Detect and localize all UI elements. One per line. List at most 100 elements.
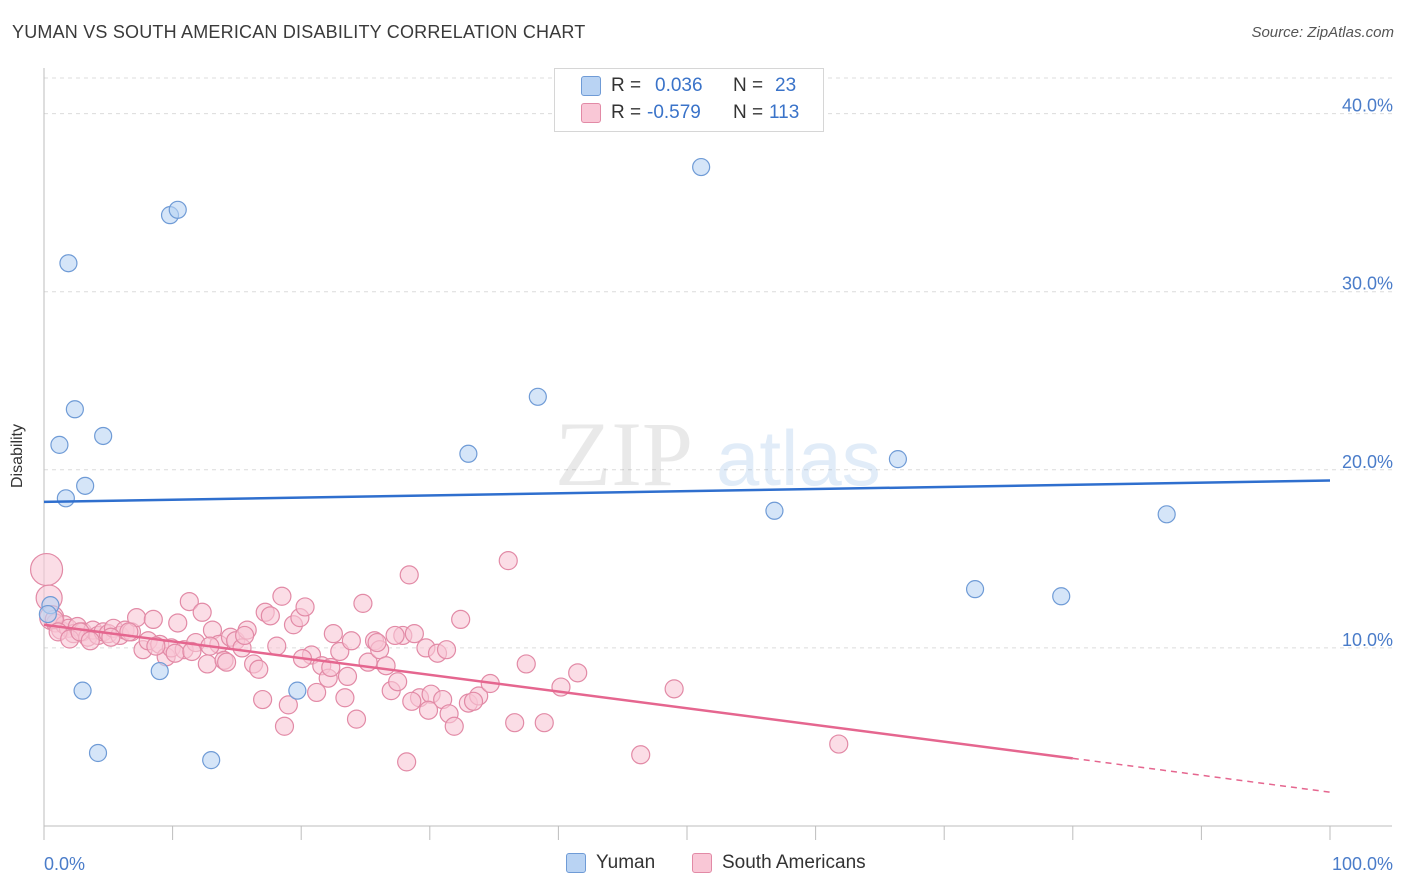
bottom-legend-swatch-south-americans	[692, 853, 712, 873]
y-tick-label: 20.0%	[1342, 452, 1393, 472]
south-americans-point	[165, 643, 185, 663]
bottom-legend-label: Yuman	[596, 852, 656, 873]
correlation-legend: R = 0.036 N = 23 R = -0.579 N = 113	[554, 68, 824, 132]
yuman-point	[765, 501, 784, 520]
legend-r-value: 0.036	[655, 75, 703, 96]
south-americans-point	[376, 656, 396, 676]
south-americans-trend-line	[43, 623, 1073, 760]
south-americans-point	[498, 551, 518, 571]
south-americans-point	[119, 622, 139, 642]
yuman-point	[88, 743, 108, 763]
south-americans-point	[182, 641, 202, 662]
south-americans-point	[404, 624, 424, 644]
south-americans-point	[568, 663, 588, 683]
trend-lines	[43, 479, 1331, 793]
south-americans-point	[307, 682, 327, 703]
yuman-point	[288, 681, 307, 700]
south-americans-point	[388, 672, 408, 692]
yuman-point	[50, 435, 69, 454]
south-americans-point	[337, 666, 358, 687]
yuman-point	[692, 157, 711, 177]
y-tick-label: 10.0%	[1342, 630, 1393, 650]
yuman-point	[76, 476, 95, 495]
yuman-point	[168, 200, 187, 219]
south-americans-point	[516, 654, 536, 674]
legend-r-label: R =	[611, 75, 642, 96]
south-americans-point	[253, 689, 273, 710]
watermark: ZIP atlas	[555, 403, 881, 505]
watermark-zip: ZIP	[555, 403, 693, 505]
south-americans-point	[29, 552, 64, 587]
yuman-point	[888, 450, 908, 469]
yuman-point	[73, 681, 92, 700]
legend-n-label: N =	[733, 102, 764, 123]
bottom-legend-label: South Americans	[722, 852, 866, 873]
south-americans-point	[274, 716, 295, 736]
tick-labels: 10.0% 20.0% 30.0% 40.0% 0.0% 100.0%	[44, 96, 1393, 874]
y-tick-label: 40.0%	[1342, 96, 1393, 116]
yuman-trend-line	[43, 479, 1331, 504]
south-americans-point	[451, 609, 471, 630]
south-americans-point	[397, 752, 417, 772]
south-americans-point	[402, 691, 422, 711]
x-tick-label: 0.0%	[44, 854, 85, 874]
south-americans-point	[260, 606, 280, 626]
yuman-point	[94, 426, 113, 446]
south-americans-point	[249, 659, 269, 679]
south-americans-point	[80, 631, 100, 651]
yuman-points	[38, 157, 1176, 770]
south-americans-point	[278, 695, 298, 715]
yuman-point	[59, 254, 78, 273]
south-americans-point	[534, 713, 554, 733]
south-americans-point	[399, 565, 419, 585]
yuman-point	[1052, 587, 1071, 606]
gridlines	[44, 77, 1392, 649]
y-tick-label: 30.0%	[1342, 274, 1393, 294]
south-americans-point	[418, 700, 439, 720]
bottom-legend-swatch-yuman	[566, 853, 586, 873]
yuman-point	[459, 444, 478, 463]
axes	[43, 68, 1392, 840]
south-americans-point	[197, 654, 217, 674]
yuman-point	[65, 400, 84, 419]
legend-row-yuman: R = 0.036 N = 23	[555, 73, 823, 99]
south-americans-point	[146, 636, 166, 656]
south-americans-point	[385, 625, 405, 646]
south-americans-point	[267, 636, 287, 656]
source-credit: Source: ZipAtlas.com	[1251, 24, 1394, 41]
south-americans-point	[664, 679, 684, 699]
legend-r-label: R =	[611, 102, 642, 123]
south-americans-point	[505, 713, 525, 733]
legend-swatch-south-americans	[581, 103, 601, 123]
south-americans-points	[29, 551, 849, 772]
chart-title: YUMAN VS SOUTH AMERICAN DISABILITY CORRE…	[12, 22, 586, 42]
south-americans-point	[341, 631, 361, 651]
south-americans-point	[272, 586, 292, 606]
x-tick-label: 100.0%	[1332, 854, 1393, 874]
yuman-point	[1157, 505, 1176, 524]
south-americans-point	[179, 591, 199, 612]
south-americans-point	[217, 652, 237, 672]
legend-r-value: -0.579	[647, 102, 701, 123]
south-americans-point	[168, 613, 188, 633]
yuman-point	[150, 661, 169, 681]
south-americans-point	[829, 734, 849, 754]
south-americans-point	[143, 609, 163, 630]
south-americans-point	[323, 624, 343, 644]
legend-n-value: 113	[769, 102, 800, 123]
south-americans-trend-extension	[1072, 757, 1331, 793]
yuman-point	[56, 489, 75, 508]
south-americans-point	[192, 602, 212, 622]
legend-n-label: N =	[733, 75, 764, 96]
yuman-point	[38, 604, 57, 624]
south-americans-point	[367, 632, 387, 653]
south-americans-point	[235, 625, 255, 646]
south-americans-point	[463, 691, 484, 711]
south-americans-point	[353, 593, 373, 613]
south-americans-point	[346, 709, 367, 729]
yuman-point	[965, 580, 985, 599]
yuman-point	[202, 751, 221, 770]
legend-n-value: 23	[775, 75, 797, 96]
south-americans-point	[631, 745, 651, 765]
